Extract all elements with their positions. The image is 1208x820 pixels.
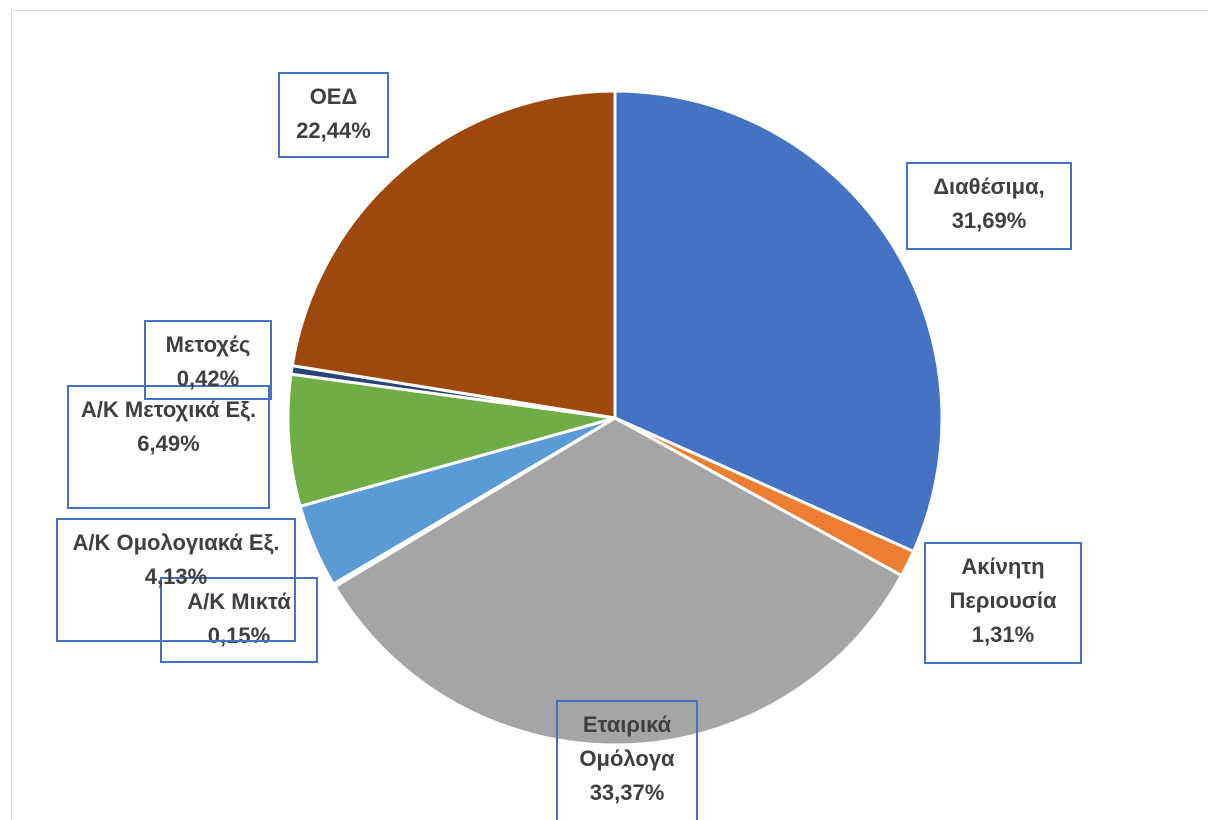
data-label: Α/Κ Ομολογιακά Εξ. 4,13% [56,518,296,642]
label-category: Εταιρικά Ομόλογα [579,712,675,771]
label-category: Μετοχές [165,332,251,357]
data-label: Α/Κ Μετοχικά Εξ. 6,49% [67,385,270,509]
label-value: 4,13% [144,564,208,589]
label-value: 6,49% [137,431,200,456]
data-label: Α/Κ Μικτά 0,15% [160,577,318,663]
label-value: 31,69% [951,208,1027,233]
label-value: 33,37% [589,780,665,805]
label-value: 0,15% [207,623,271,648]
label-category: Α/Κ Μετοχικά Εξ. [80,397,257,422]
label-category: ΟΕΔ [309,84,358,109]
chart-frame [11,10,1208,820]
label-category: Α/Κ Ομολογιακά Εξ. [72,530,280,555]
label-category: Ακίνητη Περιουσία [949,554,1057,613]
pie-slice [333,416,904,747]
data-label: Εταιρικά Ομόλογα 33,37% [556,700,698,820]
data-label: Ακίνητη Περιουσία 1,31% [924,542,1082,664]
label-value: 1,31% [971,622,1035,647]
label-category: Α/Κ Μικτά [187,589,291,614]
label-value: 22,44% [296,118,371,143]
data-label: Διαθέσιμα, 31,69% [906,162,1072,250]
label-category: Διαθέσιμα, [933,174,1045,199]
data-label: Μετοχές 0,42% [144,320,272,400]
label-value: 0,42% [176,366,240,391]
pie-slice [290,89,617,420]
data-label: ΟΕΔ 22,44% [278,72,389,158]
pie-slice [613,89,944,553]
